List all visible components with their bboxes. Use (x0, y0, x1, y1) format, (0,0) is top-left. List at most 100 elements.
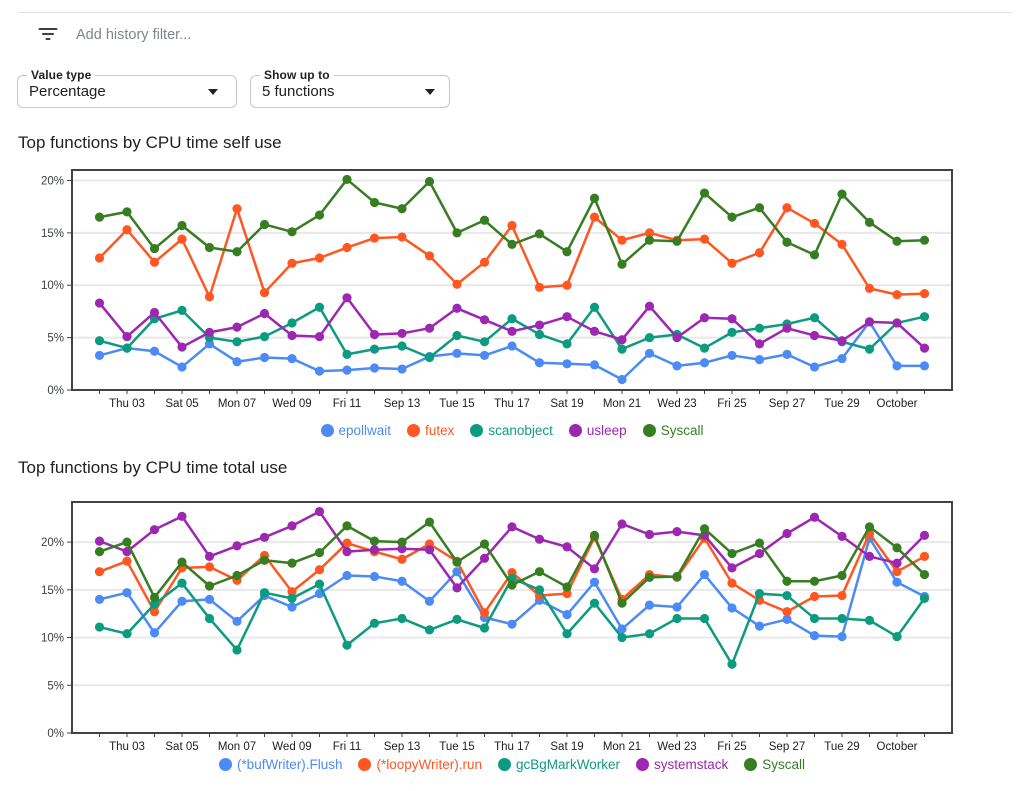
legend-dot-icon (218, 757, 232, 771)
data-point (919, 530, 930, 541)
data-point (287, 227, 297, 237)
show-up-to-selected-value: 5 functions (262, 83, 335, 100)
data-point (837, 239, 847, 249)
data-point (919, 235, 930, 245)
data-point (204, 562, 215, 572)
data-point (259, 331, 270, 342)
data-point (369, 329, 380, 340)
data-point (369, 536, 380, 546)
data-point (204, 594, 215, 604)
data-point (149, 257, 160, 267)
data-point (644, 301, 655, 311)
show-up-to-select[interactable]: Show up to 5 functions (250, 68, 450, 108)
data-point (837, 613, 847, 624)
data-point (204, 327, 215, 337)
data-point (314, 331, 325, 342)
data-point (314, 253, 325, 263)
data-point (177, 511, 187, 521)
cpu-self-use-chart-title: Top functions by CPU time self use (18, 133, 282, 152)
data-point (727, 578, 737, 588)
series-gcBgMarkWorker (94, 573, 930, 669)
data-point (122, 629, 132, 639)
legend-item-Syscall[interactable]: Syscall (744, 757, 805, 772)
data-point (617, 235, 627, 245)
data-point (397, 544, 407, 554)
legend-item-usleep[interactable]: usleep (568, 423, 627, 438)
data-point (342, 349, 352, 359)
data-point (479, 608, 490, 618)
data-point (314, 565, 325, 575)
value-type-select[interactable]: Value type Percentage (17, 68, 237, 108)
data-point (342, 640, 352, 650)
data-point (864, 551, 875, 562)
legend-item-gcBgMarkWorker[interactable]: gcBgMarkWorker (498, 757, 620, 772)
data-point (342, 547, 352, 557)
data-point (424, 545, 435, 555)
svg-text:Thu 17: Thu 17 (494, 398, 530, 410)
data-point (809, 330, 820, 341)
svg-text:Thu 03: Thu 03 (109, 741, 145, 753)
data-point (699, 343, 710, 353)
legend-item-scanobject[interactable]: scanobject (470, 423, 553, 438)
data-point (864, 283, 875, 293)
data-point (314, 366, 325, 376)
legend-item-(*loopyWriter).run[interactable]: (*loopyWriter).run (358, 757, 482, 772)
data-point (672, 602, 682, 612)
data-point (397, 364, 407, 374)
data-point (204, 613, 215, 624)
data-point (864, 615, 875, 625)
data-point (534, 534, 545, 544)
data-point (507, 314, 517, 324)
filter-list-icon (38, 28, 58, 42)
legend-dot-icon (470, 423, 484, 437)
data-point (727, 548, 737, 559)
history-filter-input[interactable]: Add history filter... (28, 22, 988, 48)
data-point (479, 215, 490, 225)
svg-text:Wed 23: Wed 23 (657, 741, 696, 753)
data-point (617, 632, 627, 643)
svg-text:15%: 15% (41, 585, 64, 597)
data-point (699, 524, 710, 534)
data-point (479, 553, 490, 563)
data-point (672, 571, 682, 582)
data-point (94, 350, 105, 361)
svg-text:20%: 20% (41, 175, 64, 187)
legend-item-systemstack[interactable]: systemstack (636, 757, 728, 772)
svg-text:Fri 11: Fri 11 (333, 398, 362, 410)
cpu-self-use-chart: 0% 5% 10% 15% 20% Thu 03 Sat 05 Mon 07 Wed 09 Fri… (41, 169, 953, 410)
svg-text:Tue 15: Tue 15 (439, 398, 474, 410)
series-usleep (94, 293, 930, 353)
data-point (369, 618, 380, 628)
data-point (534, 567, 545, 577)
data-point (782, 323, 792, 333)
value-type-selected-value: Percentage (29, 83, 106, 100)
svg-text:Sep 13: Sep 13 (384, 741, 420, 753)
data-point (919, 343, 930, 353)
data-point (342, 570, 352, 581)
legend-item-Syscall[interactable]: Syscall (642, 422, 704, 438)
data-point (452, 228, 462, 238)
legend-item-(*bufWriter).Flush[interactable]: (*bufWriter).Flush (218, 757, 342, 772)
svg-text:10%: 10% (41, 633, 64, 645)
legend-item-epollwait[interactable]: epollwait (320, 423, 391, 438)
data-point (727, 212, 737, 222)
legend-item-futex[interactable]: futex (407, 423, 454, 438)
data-point (589, 302, 600, 312)
data-point (892, 318, 902, 328)
x-axis-ticks (99, 733, 925, 737)
data-point (837, 590, 847, 601)
data-point (809, 250, 820, 260)
data-point (837, 531, 847, 541)
legend-label: Syscall (660, 422, 704, 438)
data-point (479, 539, 490, 549)
data-point (287, 330, 297, 341)
data-point (919, 289, 930, 299)
svg-text:Sat 05: Sat 05 (165, 741, 198, 753)
data-point (727, 314, 737, 324)
data-point (754, 589, 765, 599)
data-point (397, 537, 407, 547)
data-point (754, 621, 765, 631)
data-point (452, 583, 462, 593)
data-point (424, 251, 435, 261)
x-axis-labels: Thu 03 Sat 05 Mon 07 Wed 09 Fri 11 Sep 13 Tue … (109, 398, 918, 410)
